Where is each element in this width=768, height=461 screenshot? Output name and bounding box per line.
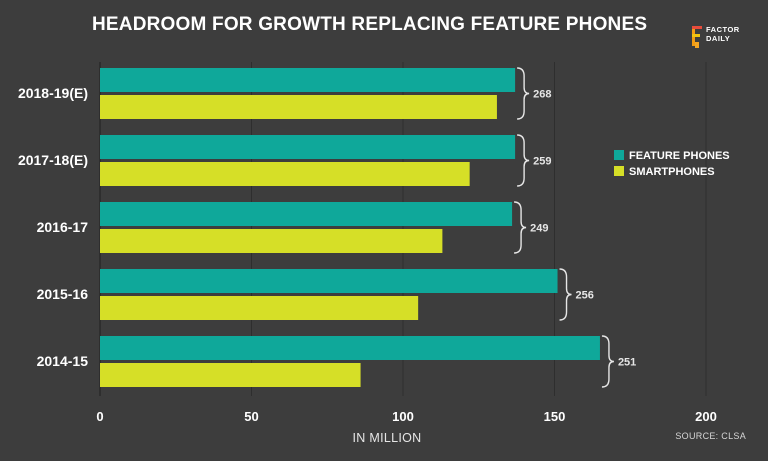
category-label-4: 2014-15 (37, 353, 89, 369)
total-label-2: 249 (530, 223, 548, 235)
total-label-3: 256 (576, 290, 594, 302)
category-label-2: 2016-17 (37, 219, 89, 235)
total-label-1: 259 (533, 156, 551, 168)
logo-line-2: DAILY (706, 34, 731, 43)
factor-daily-logo: FACTOR DAILY (690, 24, 750, 50)
bar-feature-phones-1 (100, 135, 516, 159)
bar-feature-phones-0 (100, 68, 516, 92)
legend: FEATURE PHONES SMARTPHONES (614, 150, 730, 178)
x-tick-label-100: 100 (392, 409, 414, 424)
legend-swatch-feature-phones (614, 150, 624, 160)
logo-line-1: FACTOR (706, 25, 740, 34)
total-brace-2 (514, 201, 527, 254)
x-axis-title: IN MILLION (353, 431, 422, 445)
legend-swatch-smartphones (614, 166, 624, 176)
bar-feature-phones-3 (100, 269, 558, 293)
bars (100, 68, 600, 387)
total-brace-1 (517, 134, 530, 187)
bar-feature-phones-4 (100, 336, 600, 360)
total-brace-4 (601, 335, 614, 388)
bar-smartphones-2 (100, 229, 443, 253)
bar-smartphones-1 (100, 162, 470, 186)
logo-wordmark: FACTOR DAILY (706, 25, 740, 43)
bar-feature-phones-2 (100, 202, 513, 226)
bar-smartphones-3 (100, 296, 419, 320)
bar-smartphones-4 (100, 363, 361, 387)
legend-label-smartphones: SMARTPHONES (629, 166, 715, 178)
legend-label-feature-phones: FEATURE PHONES (629, 150, 730, 162)
x-tick-label-0: 0 (96, 409, 103, 424)
total-brace-0 (517, 67, 530, 120)
category-label-3: 2015-16 (37, 286, 89, 302)
bar-smartphones-0 (100, 95, 497, 119)
source-note: SOURCE: CLSA (675, 431, 746, 441)
total-label-4: 251 (618, 357, 636, 369)
x-tick-label-150: 150 (544, 409, 566, 424)
x-tick-label-200: 200 (695, 409, 717, 424)
total-brace-3 (559, 268, 572, 321)
labels: 0 50 100 150 200 IN MILLION 2018-19(E) 268 2017-… (18, 85, 717, 445)
x-tick-label-50: 50 (244, 409, 258, 424)
factor-daily-logo-icon (692, 26, 702, 48)
total-braces (514, 67, 614, 388)
chart-title: HEADROOM FOR GROWTH REPLACING FEATURE PH… (92, 14, 648, 35)
total-label-0: 268 (533, 89, 551, 101)
category-label-0: 2018-19(E) (18, 85, 88, 101)
category-label-1: 2017-18(E) (18, 152, 88, 168)
